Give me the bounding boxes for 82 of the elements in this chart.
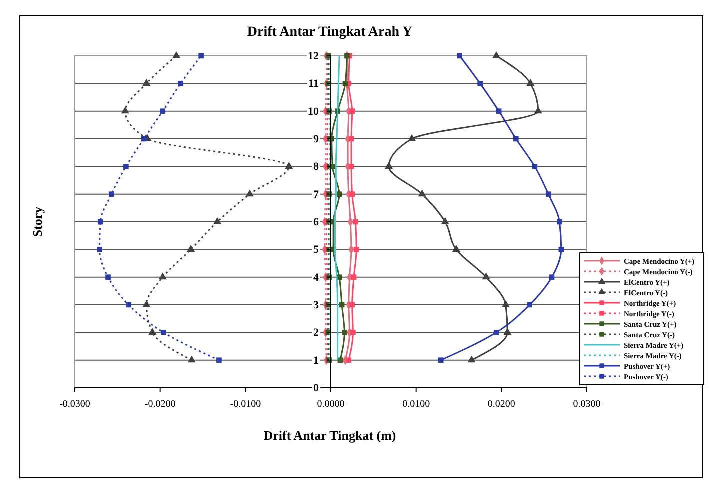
point <box>141 136 147 142</box>
point <box>350 302 355 308</box>
x-tick-label: 0.0000 <box>317 399 345 410</box>
point <box>342 330 348 336</box>
point <box>172 51 181 58</box>
y-tick-label: 9 <box>314 134 320 146</box>
point <box>418 190 426 197</box>
point <box>504 328 512 335</box>
point <box>109 192 114 197</box>
y-tick-label: 5 <box>314 244 320 256</box>
point <box>351 274 357 280</box>
point <box>532 164 538 170</box>
x-tick-label: 0.0300 <box>573 399 601 410</box>
point <box>354 247 360 252</box>
point <box>216 358 222 363</box>
point <box>121 106 130 114</box>
point <box>246 190 254 197</box>
point <box>285 162 294 169</box>
point <box>527 302 532 308</box>
point <box>338 358 344 363</box>
x-tick-label: 0.0100 <box>402 399 430 410</box>
y-axis-title: Story <box>30 206 45 238</box>
point <box>482 272 490 280</box>
point <box>178 81 184 86</box>
y-tick-label: 8 <box>314 161 320 174</box>
point <box>106 274 111 280</box>
point <box>496 108 502 114</box>
point <box>213 217 222 224</box>
y-tick-label: 3 <box>314 300 320 312</box>
point <box>502 300 510 308</box>
point <box>97 247 102 252</box>
point <box>385 162 394 169</box>
point <box>534 106 542 114</box>
point <box>187 245 196 252</box>
point <box>494 330 500 336</box>
point <box>514 136 519 142</box>
point <box>342 81 348 86</box>
y-tick-label: 6 <box>314 216 320 229</box>
point <box>346 358 352 363</box>
y-tick-label: 11 <box>308 78 319 90</box>
y-tick-label: 4 <box>314 272 320 284</box>
x-tick-label: -0.0300 <box>60 399 90 410</box>
x-axis-title: Drift Antar Tingkat (m) <box>264 428 396 443</box>
point <box>350 330 356 336</box>
point <box>198 53 204 59</box>
y-tick-label: 10 <box>308 106 320 118</box>
point <box>348 164 354 170</box>
point <box>126 302 132 308</box>
point <box>558 247 564 252</box>
point <box>350 108 355 114</box>
point <box>526 79 535 86</box>
point <box>492 51 501 58</box>
point <box>549 274 555 280</box>
point <box>142 300 151 308</box>
y-tick-label: 0 <box>314 382 320 395</box>
point <box>158 272 167 280</box>
y-tick-label: 1 <box>314 354 319 367</box>
point <box>408 134 416 142</box>
point <box>142 79 151 86</box>
y-tick-label: 2 <box>314 327 320 340</box>
chart-title: Drift Antar Tingkat Arah Y <box>247 25 413 40</box>
point <box>350 192 355 197</box>
point <box>124 164 129 170</box>
point <box>353 219 358 225</box>
point <box>468 356 476 363</box>
y-tick-label: 7 <box>314 188 320 201</box>
point <box>546 192 552 197</box>
point <box>160 108 166 114</box>
point <box>457 53 462 59</box>
point <box>148 328 157 335</box>
point <box>478 81 483 86</box>
point <box>452 245 460 252</box>
point <box>438 358 444 363</box>
point <box>161 330 166 336</box>
y-tick-label: 12 <box>308 50 320 63</box>
x-tick-label: -0.0100 <box>230 399 262 410</box>
x-tick-label: -0.0200 <box>144 399 176 410</box>
point <box>441 217 450 224</box>
x-tick-label: 0.0200 <box>488 399 516 410</box>
point <box>336 192 342 197</box>
point <box>557 219 562 225</box>
point <box>188 356 196 363</box>
